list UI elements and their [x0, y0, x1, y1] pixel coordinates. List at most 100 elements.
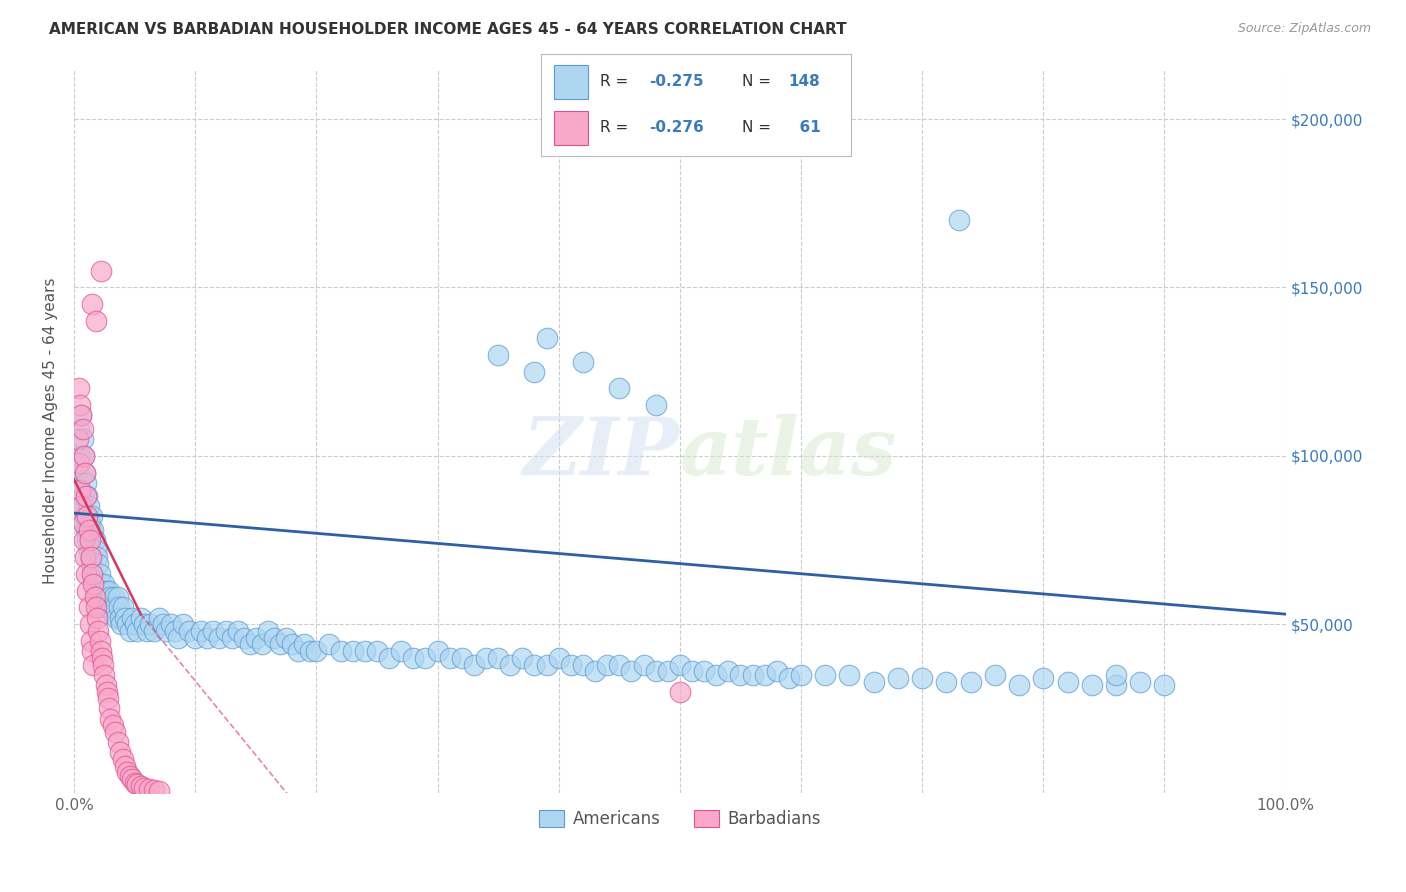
Point	[84, 543, 107, 558]
Point	[67, 422, 90, 436]
Point	[86, 549, 108, 564]
Point	[620, 665, 643, 679]
Point	[148, 784, 170, 798]
Bar	[554, 65, 588, 99]
Point	[717, 665, 740, 679]
Point	[607, 657, 630, 672]
Point	[114, 758, 136, 772]
Point	[329, 644, 352, 658]
Point	[160, 617, 183, 632]
Point	[245, 631, 267, 645]
Point	[1056, 674, 1078, 689]
Point	[202, 624, 225, 638]
Point	[239, 637, 262, 651]
Point	[100, 591, 122, 605]
Point	[959, 674, 981, 689]
Point	[596, 657, 619, 672]
Point	[911, 671, 934, 685]
Point	[560, 657, 582, 672]
Point	[79, 516, 101, 531]
Point	[486, 348, 509, 362]
Point	[98, 701, 121, 715]
Point	[83, 591, 105, 605]
Point	[80, 557, 103, 571]
Point	[69, 500, 91, 514]
Point	[69, 449, 91, 463]
Point	[91, 583, 114, 598]
Point	[82, 566, 104, 581]
Point	[838, 667, 860, 681]
Point	[221, 631, 243, 645]
Point	[111, 600, 134, 615]
Point	[105, 610, 128, 624]
Point	[536, 657, 558, 672]
Point	[91, 591, 114, 605]
Point	[94, 678, 117, 692]
Point	[129, 610, 152, 624]
Point	[1153, 678, 1175, 692]
Point	[1129, 674, 1152, 689]
Point	[118, 624, 141, 638]
Point	[117, 765, 139, 780]
Point	[127, 624, 149, 638]
Text: N =: N =	[742, 120, 772, 136]
Point	[984, 667, 1007, 681]
Point	[305, 644, 328, 658]
Point	[232, 631, 254, 645]
Point	[89, 634, 111, 648]
Point	[108, 610, 131, 624]
Point	[152, 617, 174, 632]
Text: -0.276: -0.276	[650, 120, 704, 136]
Point	[73, 449, 96, 463]
Point	[83, 533, 105, 547]
Point	[110, 617, 132, 632]
Point	[134, 617, 156, 632]
Point	[1105, 678, 1128, 692]
Point	[190, 624, 212, 638]
Point	[69, 483, 91, 497]
Point	[76, 583, 98, 598]
Point	[127, 777, 149, 791]
Point	[73, 533, 96, 547]
Point	[143, 624, 166, 638]
Point	[104, 725, 127, 739]
Point	[107, 591, 129, 605]
Point	[82, 509, 104, 524]
Text: AMERICAN VS BARBADIAN HOUSEHOLDER INCOME AGES 45 - 64 YEARS CORRELATION CHART: AMERICAN VS BARBADIAN HOUSEHOLDER INCOME…	[49, 22, 846, 37]
Point	[681, 665, 703, 679]
Point	[82, 574, 104, 588]
Point	[82, 657, 104, 672]
Text: 148: 148	[789, 74, 821, 89]
Legend: Americans, Barbadians: Americans, Barbadians	[533, 804, 827, 835]
Point	[167, 631, 190, 645]
Point	[82, 297, 104, 311]
Point	[84, 314, 107, 328]
Point	[100, 712, 122, 726]
Point	[281, 637, 304, 651]
Point	[73, 549, 96, 564]
Point	[84, 600, 107, 615]
Point	[82, 577, 104, 591]
Point	[214, 624, 236, 638]
Point	[91, 651, 114, 665]
Point	[76, 509, 98, 524]
Point	[318, 637, 340, 651]
Point	[138, 782, 160, 797]
Point	[1032, 671, 1054, 685]
Point	[644, 665, 666, 679]
Point	[730, 667, 752, 681]
Point	[536, 331, 558, 345]
Point	[704, 667, 727, 681]
Point	[80, 634, 103, 648]
Bar	[554, 111, 588, 145]
Point	[669, 684, 692, 698]
Point	[101, 607, 124, 622]
Point	[73, 466, 96, 480]
Point	[97, 691, 120, 706]
Point	[108, 745, 131, 759]
Point	[66, 432, 89, 446]
Point	[657, 665, 679, 679]
Point	[117, 617, 139, 632]
Point	[299, 644, 322, 658]
Point	[269, 637, 291, 651]
